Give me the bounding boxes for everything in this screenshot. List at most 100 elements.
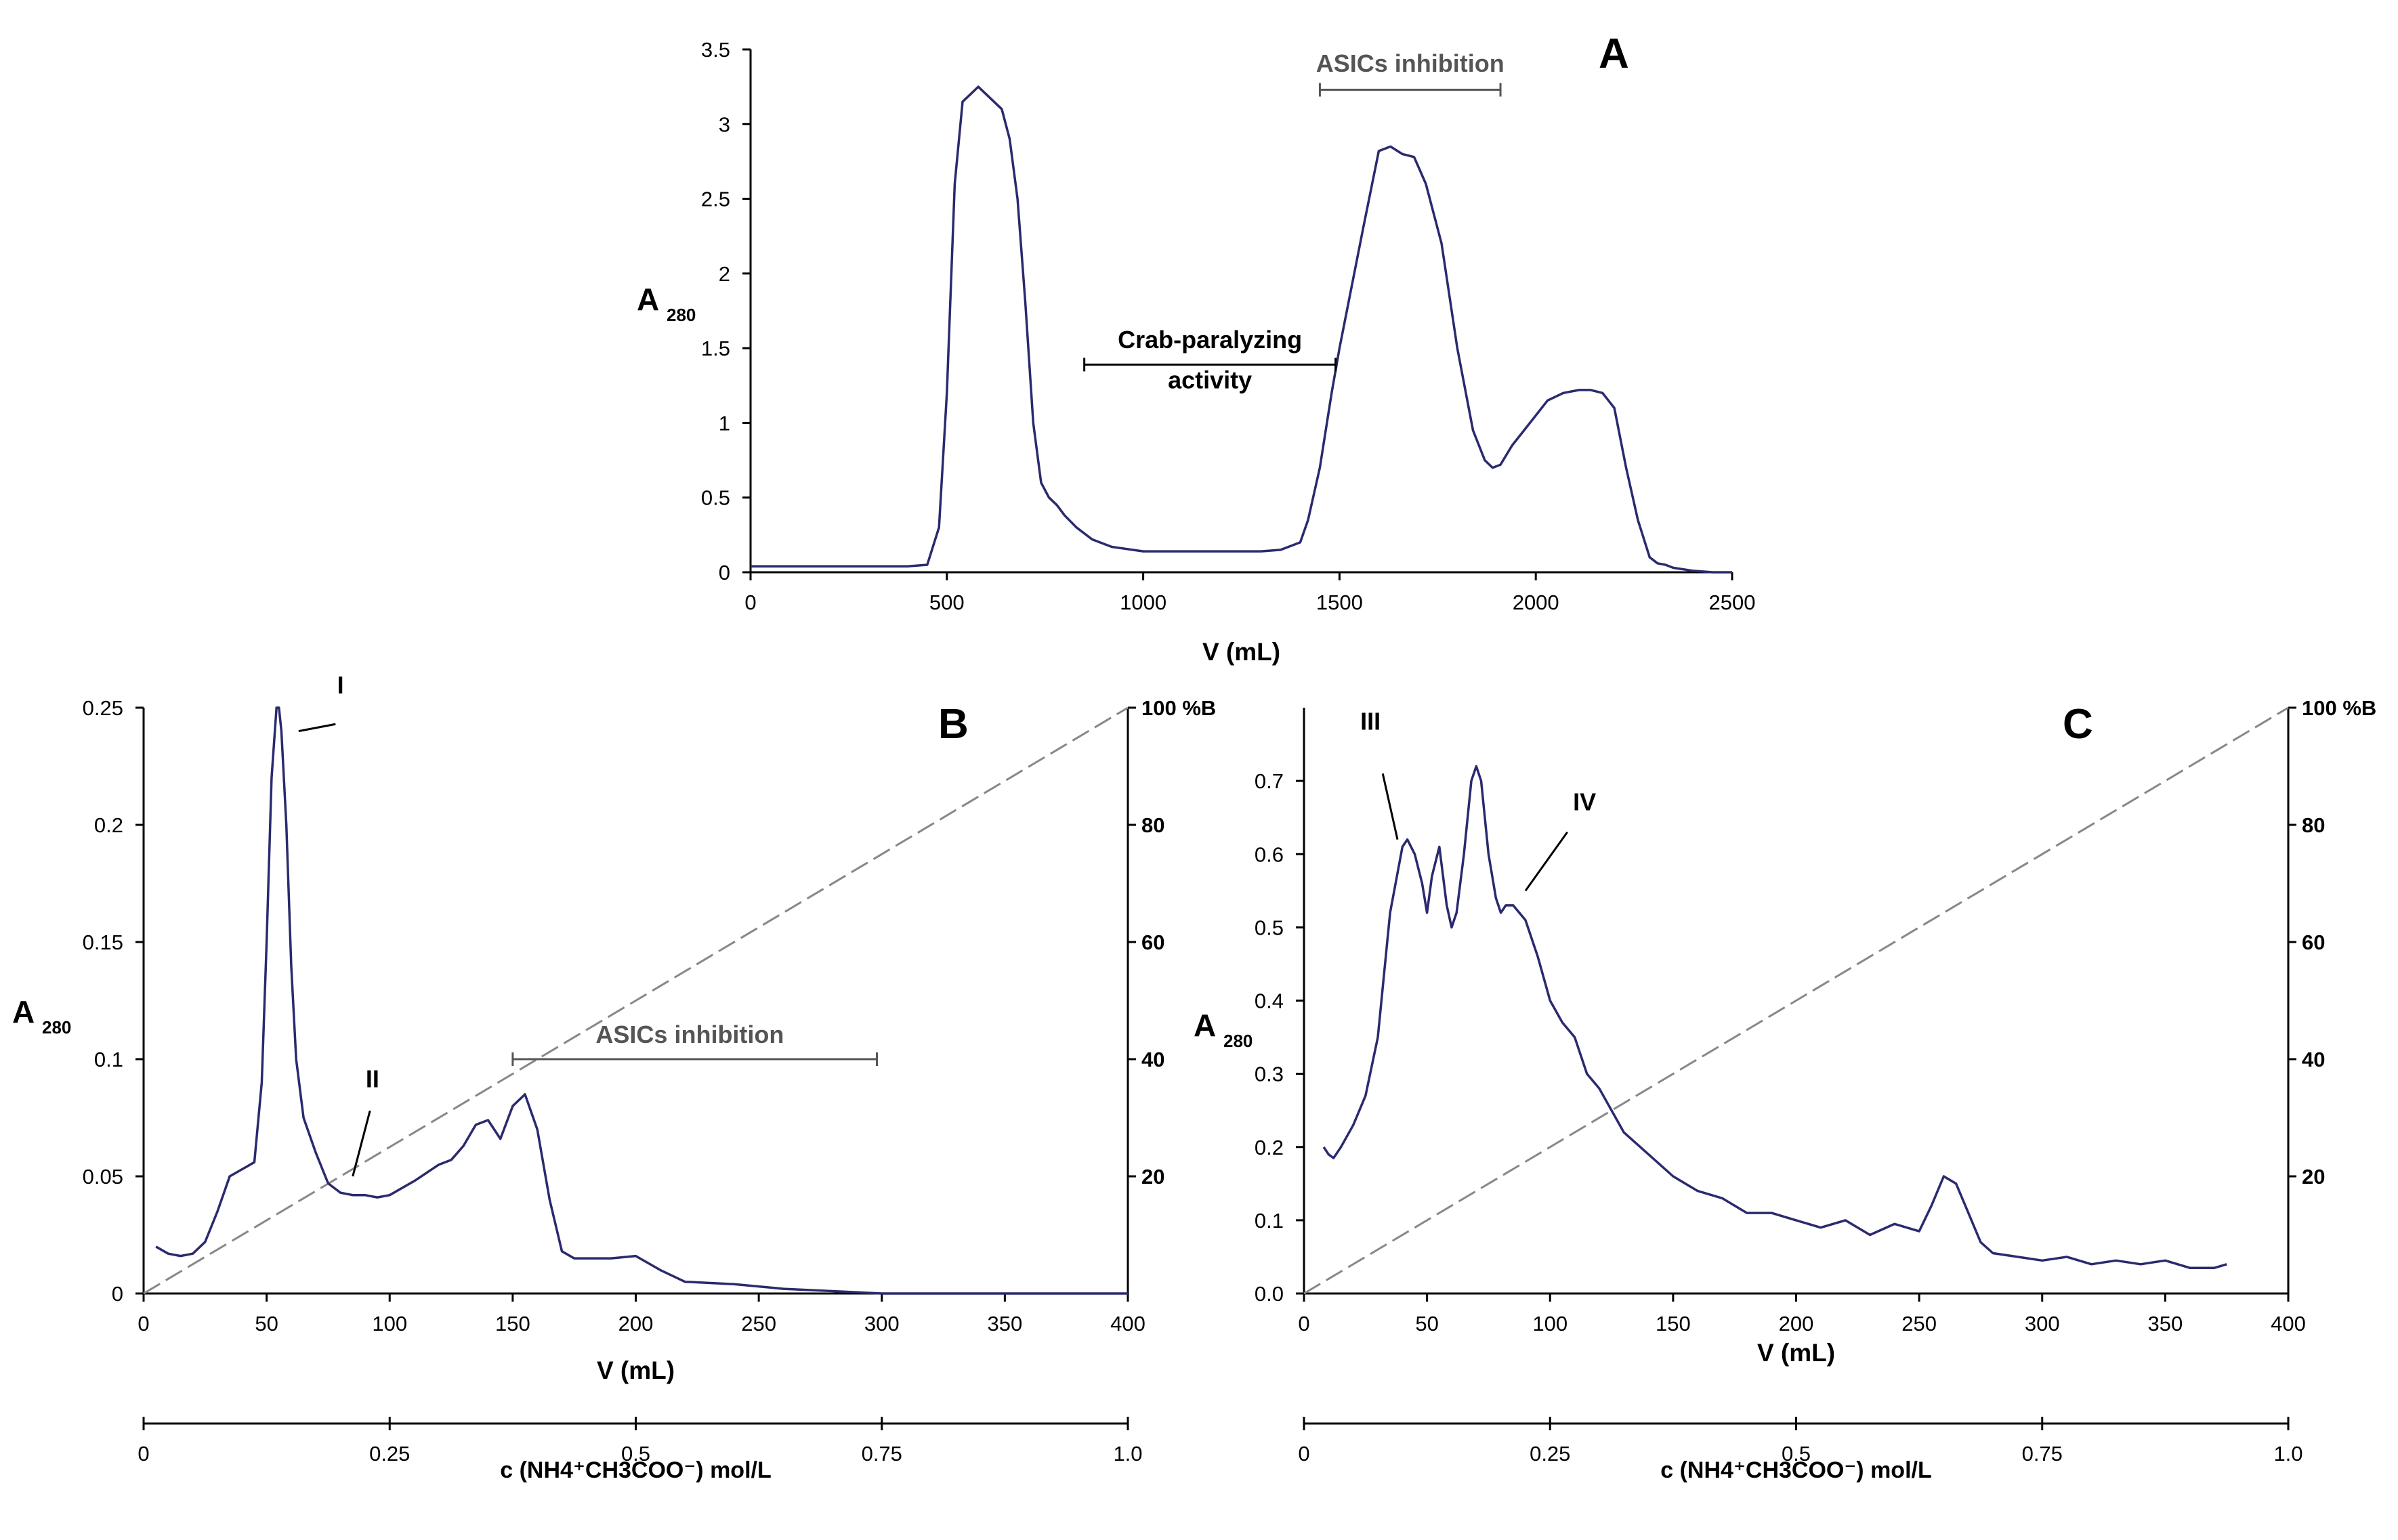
x-tick-label: 1500: [1316, 591, 1363, 614]
x-tick-label: 200: [618, 1312, 654, 1335]
y-tick-label: 3: [719, 112, 730, 136]
gradient-line: [143, 706, 1129, 1295]
x-tick-label: 0: [138, 1312, 149, 1335]
concentration-tick-label: 0.25: [1530, 1442, 1570, 1466]
y2-tick-label: 80: [2302, 813, 2325, 837]
y-axis-label: A: [637, 282, 659, 317]
y2-tick-label: 100 %B: [2302, 696, 2376, 720]
y-tick-label: 0.4: [1255, 989, 1284, 1013]
y2-tick-label: 100 %B: [1141, 696, 1216, 720]
y-axis-label-subscript: 280: [1223, 1031, 1253, 1051]
concentration-tick-label: 0: [1298, 1442, 1309, 1466]
x-tick-label: 150: [495, 1312, 530, 1335]
annotation-label: ASICs inhibition: [595, 1021, 784, 1048]
y2-tick-label: 20: [2302, 1165, 2325, 1189]
y-tick-label: 0.2: [94, 813, 123, 837]
y-tick-label: 1: [719, 411, 730, 435]
x-tick-label: 150: [1656, 1312, 1691, 1335]
y-axis-label: A: [12, 994, 35, 1029]
x-tick-label: 350: [2148, 1312, 2183, 1335]
x-tick-label: 400: [1110, 1312, 1145, 1335]
x-tick-label: 350: [988, 1312, 1023, 1335]
y-tick-label: 1.5: [701, 337, 730, 360]
concentration-tick-label: 0.75: [2022, 1442, 2063, 1466]
y-tick-label: 0.5: [1255, 916, 1284, 939]
y-axis-label-subscript: 280: [667, 305, 696, 325]
y-tick-label: 0: [719, 561, 730, 584]
annotation-label: Crab-paralyzing: [1118, 326, 1302, 354]
concentration-axis-label: c (NH4⁺CH3COO⁻) mol/L: [1660, 1457, 1931, 1483]
y-tick-label: 0.1: [1255, 1209, 1284, 1233]
x-tick-label: 100: [372, 1312, 407, 1335]
x-tick-label: 2500: [1709, 591, 1756, 614]
data-trace: [1322, 765, 2227, 1269]
x-tick-label: 50: [1415, 1312, 1438, 1335]
concentration-tick-label: 0.25: [369, 1442, 410, 1466]
panel-letter: B: [938, 701, 969, 748]
y-tick-label: 0.25: [83, 696, 123, 720]
y2-tick-label: 60: [2302, 931, 2325, 954]
annotation-label: II: [366, 1065, 379, 1093]
x-tick-label: 300: [2025, 1312, 2060, 1335]
y-tick-label: 0.1: [94, 1048, 123, 1071]
peak-leader-line: [1381, 773, 1399, 840]
y-tick-label: 0.15: [83, 931, 123, 954]
annotation-label: III: [1360, 707, 1381, 735]
x-axis-label: V (mL): [597, 1356, 675, 1384]
x-axis-label: V (mL): [1757, 1339, 1835, 1367]
concentration-tick-label: 0.5: [1782, 1442, 1811, 1466]
data-trace: [751, 85, 1732, 574]
annotation-label: I: [337, 671, 344, 699]
panel-letter: A: [1599, 30, 1629, 77]
y-tick-label: 0.2: [1255, 1136, 1284, 1159]
annotation-label: IV: [1573, 788, 1596, 815]
y-tick-label: 0.6: [1255, 842, 1284, 866]
peak-leader-line: [298, 723, 336, 733]
y-tick-label: 0.7: [1255, 769, 1284, 793]
y-tick-label: 0: [112, 1282, 123, 1306]
annotation-label: ASICs inhibition: [1316, 49, 1505, 77]
concentration-tick-label: 0.75: [862, 1442, 902, 1466]
x-tick-label: 100: [1532, 1312, 1568, 1335]
x-tick-label: 2000: [1513, 591, 1559, 614]
panel-a: 0 500 1000 1500 2000 2500 0 0.5 1 1.5 2 2.5 3 3.5 V (m…: [637, 30, 1755, 666]
y-tick-label: 2.5: [701, 188, 730, 211]
data-trace: [155, 706, 1128, 1295]
x-tick-label: 50: [255, 1312, 278, 1335]
x-tick-label: 200: [1779, 1312, 1814, 1335]
y-tick-label: 2: [719, 262, 730, 286]
x-tick-label: 250: [741, 1312, 776, 1335]
panel-c: 0 50 100 150 200 250 300 350 4000.00.10.20.30.40…: [1194, 696, 2376, 1483]
x-tick-label: 400: [2271, 1312, 2306, 1335]
x-axis-label: V (mL): [1202, 638, 1280, 666]
y-axis-label-subscript: 280: [42, 1017, 71, 1038]
gradient-line: [1303, 706, 2289, 1295]
y2-tick-label: 40: [1141, 1048, 1164, 1071]
peak-leader-line: [1524, 831, 1568, 892]
x-tick-label: 0: [1298, 1312, 1309, 1335]
y-tick-label: 0.0: [1255, 1282, 1284, 1306]
concentration-tick-label: 0: [138, 1442, 149, 1466]
x-tick-label: 1000: [1120, 591, 1166, 614]
x-tick-label: 300: [864, 1312, 900, 1335]
y-tick-label: 3.5: [701, 38, 730, 62]
y2-tick-label: 20: [1141, 1165, 1164, 1189]
y2-tick-label: 60: [1141, 931, 1164, 954]
x-tick-label: 250: [1901, 1312, 1937, 1335]
x-tick-label: 0: [744, 591, 756, 614]
y-tick-label: 0.3: [1255, 1063, 1284, 1086]
y-tick-label: 0.5: [701, 486, 730, 510]
panel-letter: C: [2063, 701, 2093, 748]
y2-tick-label: 80: [1141, 813, 1164, 837]
annotation-label: activity: [1168, 366, 1252, 394]
concentration-tick-label: 0.5: [621, 1442, 650, 1466]
concentration-tick-label: 1.0: [1113, 1442, 1142, 1466]
y-axis-label: A: [1194, 1008, 1216, 1043]
y2-tick-label: 40: [2302, 1048, 2325, 1071]
y-tick-label: 0.05: [83, 1165, 123, 1189]
panel-b: 0 50 100 150 200 250 300 350 40000.050.10.150.20…: [12, 671, 1216, 1483]
x-tick-label: 500: [929, 591, 965, 614]
concentration-axis-label: c (NH4⁺CH3COO⁻) mol/L: [500, 1457, 771, 1483]
peak-leader-line: [352, 1110, 371, 1177]
